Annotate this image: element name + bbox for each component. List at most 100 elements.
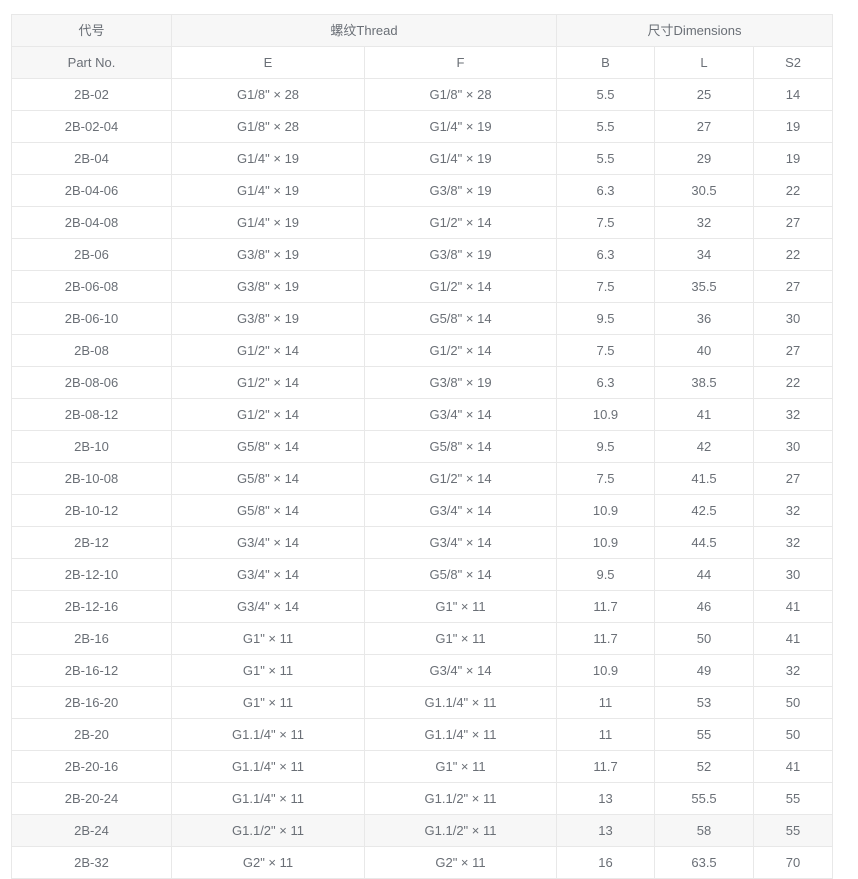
cell-dim-s2: 32: [753, 494, 834, 527]
cell-dim-s2: 30: [753, 558, 834, 591]
cell-thread-f: G1" × 11: [363, 622, 558, 655]
cell-dim-b: 10.9: [556, 654, 656, 687]
cell-dim-l: 41.5: [654, 462, 755, 495]
header-part-no-top: 代号: [11, 14, 172, 47]
cell-part-no: 2B-10: [11, 430, 172, 463]
cell-part-no: 2B-08: [11, 334, 172, 367]
cell-dim-l: 36: [654, 302, 755, 335]
header-part-no-sub: Part No.: [11, 46, 172, 79]
cell-thread-f: G3/8" × 19: [363, 238, 558, 271]
table-row: 2B-16-20 G1" × 11 G1.1/4" × 11 11 53 50: [11, 686, 834, 719]
cell-dim-l: 40: [654, 334, 755, 367]
cell-thread-e: G1.1/4" × 11: [171, 782, 365, 815]
cell-dim-s2: 22: [753, 238, 834, 271]
cell-dim-l: 42: [654, 430, 755, 463]
cell-thread-e: G1/4" × 19: [171, 206, 365, 239]
cell-part-no: 2B-12-10: [11, 558, 172, 591]
cell-dim-l: 38.5: [654, 366, 755, 399]
cell-part-no: 2B-10-12: [11, 494, 172, 527]
cell-part-no: 2B-02-04: [11, 110, 172, 143]
cell-dim-b: 9.5: [556, 302, 656, 335]
cell-part-no: 2B-16-20: [11, 686, 172, 719]
table-row: 2B-08 G1/2" × 14 G1/2" × 14 7.5 40 27: [11, 334, 834, 367]
cell-dim-s2: 41: [753, 750, 834, 783]
header-row-sub: Part No. E F B L S2: [11, 46, 834, 79]
header-group-thread: 螺纹Thread: [170, 14, 558, 47]
cell-dim-b: 11: [556, 718, 656, 751]
cell-thread-e: G1" × 11: [171, 654, 365, 687]
cell-thread-f: G1.1/4" × 11: [363, 686, 558, 719]
cell-part-no: 2B-24: [11, 814, 172, 847]
cell-thread-f: G1/4" × 19: [363, 142, 558, 175]
table-row: 2B-24 G1.1/2" × 11 G1.1/2" × 11 13 58 55: [11, 814, 834, 847]
cell-part-no: 2B-04-06: [11, 174, 172, 207]
cell-dim-b: 6.3: [556, 174, 656, 207]
header-col-b: B: [556, 46, 656, 79]
table-row: 2B-32 G2" × 11 G2" × 11 16 63.5 70: [11, 846, 834, 879]
cell-part-no: 2B-10-08: [11, 462, 172, 495]
cell-dim-b: 7.5: [556, 270, 656, 303]
cell-dim-s2: 27: [753, 270, 834, 303]
cell-dim-s2: 19: [753, 142, 834, 175]
cell-part-no: 2B-20-16: [11, 750, 172, 783]
table-row: 2B-10 G5/8" × 14 G5/8" × 14 9.5 42 30: [11, 430, 834, 463]
header-col-s2: S2: [753, 46, 834, 79]
cell-thread-f: G1/4" × 19: [363, 110, 558, 143]
part-dimensions-table: 代号 螺纹Thread 尺寸Dimensions Part No. E F B …: [11, 14, 834, 879]
table-row: 2B-04 G1/4" × 19 G1/4" × 19 5.5 29 19: [11, 142, 834, 175]
cell-dim-l: 52: [654, 750, 755, 783]
cell-dim-b: 11.7: [556, 750, 656, 783]
cell-dim-b: 5.5: [556, 110, 656, 143]
cell-thread-f: G1" × 11: [363, 750, 558, 783]
cell-dim-s2: 50: [753, 686, 834, 719]
table-row: 2B-04-08 G1/4" × 19 G1/2" × 14 7.5 32 27: [11, 206, 834, 239]
cell-dim-s2: 32: [753, 398, 834, 431]
cell-dim-l: 46: [654, 590, 755, 623]
table-row: 2B-10-08 G5/8" × 14 G1/2" × 14 7.5 41.5 27: [11, 462, 834, 495]
cell-thread-e: G1/2" × 14: [171, 334, 365, 367]
cell-dim-b: 16: [556, 846, 656, 879]
cell-part-no: 2B-08-12: [11, 398, 172, 431]
table-row: 2B-02-04 G1/8" × 28 G1/4" × 19 5.5 27 19: [11, 110, 834, 143]
cell-dim-l: 44: [654, 558, 755, 591]
cell-part-no: 2B-04: [11, 142, 172, 175]
cell-thread-e: G1" × 11: [171, 686, 365, 719]
cell-dim-b: 6.3: [556, 238, 656, 271]
cell-part-no: 2B-20: [11, 718, 172, 751]
cell-dim-s2: 32: [753, 526, 834, 559]
table-row: 2B-06-10 G3/8" × 19 G5/8" × 14 9.5 36 30: [11, 302, 834, 335]
cell-dim-s2: 50: [753, 718, 834, 751]
cell-dim-s2: 27: [753, 334, 834, 367]
cell-dim-b: 11.7: [556, 590, 656, 623]
cell-dim-l: 27: [654, 110, 755, 143]
cell-dim-l: 35.5: [654, 270, 755, 303]
cell-thread-f: G5/8" × 14: [363, 430, 558, 463]
cell-dim-b: 7.5: [556, 206, 656, 239]
cell-part-no: 2B-32: [11, 846, 172, 879]
cell-part-no: 2B-16-12: [11, 654, 172, 687]
header-row-group: 代号 螺纹Thread 尺寸Dimensions: [11, 14, 834, 47]
cell-part-no: 2B-16: [11, 622, 172, 655]
table-row: 2B-20-24 G1.1/4" × 11 G1.1/2" × 11 13 55.5 55: [11, 782, 834, 815]
cell-thread-e: G3/4" × 14: [171, 590, 365, 623]
cell-dim-s2: 41: [753, 622, 834, 655]
cell-dim-s2: 32: [753, 654, 834, 687]
spec-table-container: 代号 螺纹Thread 尺寸Dimensions Part No. E F B …: [11, 14, 834, 879]
cell-dim-b: 7.5: [556, 462, 656, 495]
table-row: 2B-06-08 G3/8" × 19 G1/2" × 14 7.5 35.5 27: [11, 270, 834, 303]
cell-dim-s2: 70: [753, 846, 834, 879]
cell-dim-s2: 14: [753, 78, 834, 111]
table-row: 2B-20 G1.1/4" × 11 G1.1/4" × 11 11 55 50: [11, 718, 834, 751]
cell-dim-s2: 27: [753, 206, 834, 239]
cell-thread-f: G3/8" × 19: [363, 174, 558, 207]
header-col-l: L: [654, 46, 755, 79]
cell-thread-f: G1/2" × 14: [363, 206, 558, 239]
cell-dim-s2: 30: [753, 302, 834, 335]
cell-thread-e: G1" × 11: [171, 622, 365, 655]
table-row: 2B-04-06 G1/4" × 19 G3/8" × 19 6.3 30.5 22: [11, 174, 834, 207]
table-row: 2B-12-10 G3/4" × 14 G5/8" × 14 9.5 44 30: [11, 558, 834, 591]
cell-dim-l: 55: [654, 718, 755, 751]
cell-thread-f: G3/4" × 14: [363, 398, 558, 431]
cell-thread-f: G2" × 11: [363, 846, 558, 879]
cell-dim-b: 13: [556, 782, 656, 815]
